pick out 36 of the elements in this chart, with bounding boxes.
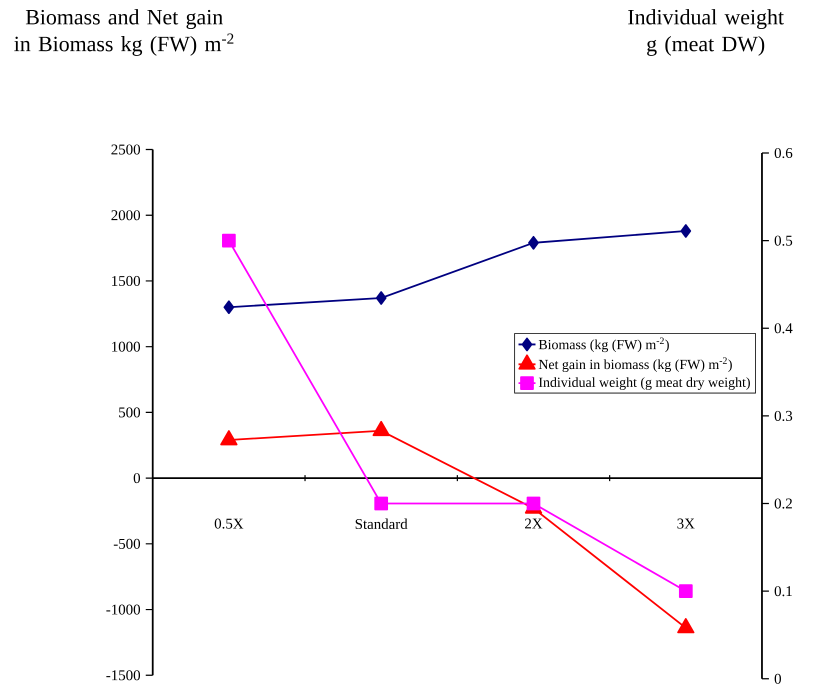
y-tick-label: -1500 xyxy=(106,670,140,680)
y2-tick-label: 0.2 xyxy=(774,498,792,509)
point xyxy=(677,618,694,634)
y2-tick-label: 0.3 xyxy=(774,410,792,422)
point xyxy=(526,496,540,510)
y-tick-label: 1000 xyxy=(112,342,140,352)
x-tick-label: 2X xyxy=(525,518,542,529)
y-tick-label: 500 xyxy=(119,407,140,418)
y2-tick-label: 0.4 xyxy=(774,323,792,334)
point xyxy=(374,496,388,510)
y-tick-label: 2500 xyxy=(111,144,140,155)
point xyxy=(376,291,387,305)
y-tick-label: 1500 xyxy=(112,276,140,286)
legend-label: Individual weight (g meat dry weight) xyxy=(538,377,750,390)
legend-label: Biomass (kg (FW) m$^{-2}$) xyxy=(538,338,669,352)
x-tick-label: 3X xyxy=(677,518,695,529)
point xyxy=(222,234,236,248)
y2-axis-title: Individual weight g (meat DW) xyxy=(628,9,784,56)
y-tick-label: -1000 xyxy=(106,604,140,615)
y2-tick-label: 0 xyxy=(774,674,781,684)
point xyxy=(528,236,539,250)
legend-label: Net gain in biomass (kg (FW) m$^{-2}$) xyxy=(538,357,732,372)
point xyxy=(678,584,693,598)
y-tick-label: 0 xyxy=(134,473,140,484)
y-tick-label: 2000 xyxy=(111,210,140,220)
y2-tick-label: 0.1 xyxy=(774,586,792,596)
y2-tick-label: 0.6 xyxy=(774,148,792,158)
x-tick-label: 0.5X xyxy=(214,518,244,529)
point xyxy=(372,421,390,436)
y-axis-title: Biomass and Net gain in Biomass kg (FW) m$^{-2}$ xyxy=(14,9,234,56)
y-tick-label: -500 xyxy=(114,538,140,549)
point xyxy=(680,224,692,238)
y2-tick-label: 0.5 xyxy=(774,236,792,246)
x-tick-label: Standard xyxy=(356,518,408,530)
point xyxy=(224,300,234,314)
point xyxy=(220,430,238,446)
